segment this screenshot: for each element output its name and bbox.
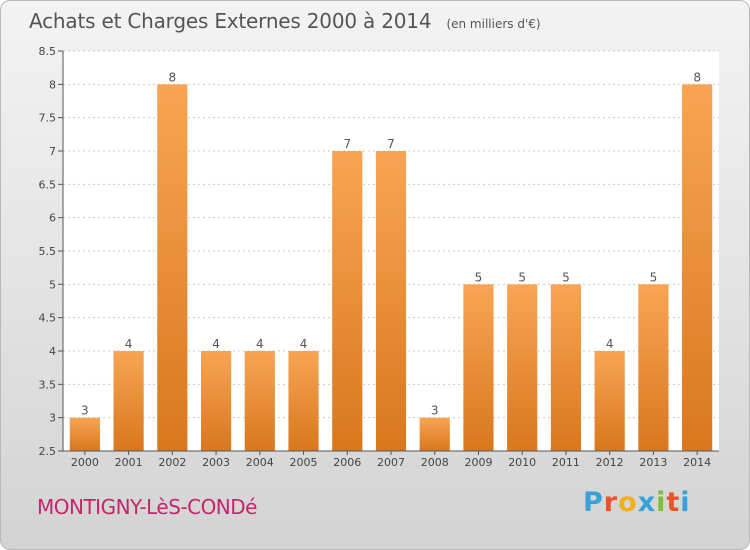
bar: [550, 284, 582, 451]
y-tick-label: 6: [49, 212, 56, 225]
bar-value-label: 5: [518, 270, 526, 284]
bar-value-label: 4: [606, 337, 614, 351]
brand-letter: P: [583, 487, 604, 518]
brand-letter: o: [618, 487, 638, 518]
x-tick-label: 2011: [552, 456, 580, 469]
y-tick-label: 3: [49, 412, 56, 425]
bar-value-label: 5: [475, 270, 483, 284]
proxiti-logo: Proxiti: [583, 487, 691, 518]
chart-title: Achats et Charges Externes 2000 à 2014: [29, 9, 432, 33]
x-tick-label: 2009: [464, 456, 492, 469]
bar: [69, 417, 100, 451]
y-tick-label: 7.5: [39, 112, 57, 125]
bar: [244, 351, 275, 451]
brand-letter: i: [680, 487, 691, 518]
bar-value-label: 5: [562, 270, 570, 284]
bar: [419, 417, 450, 451]
bar-value-label: 4: [212, 337, 220, 351]
x-tick-label: 2004: [246, 456, 274, 469]
x-tick-label: 2003: [202, 456, 230, 469]
bar-value-label: 4: [125, 337, 133, 351]
x-tick-label: 2000: [71, 456, 99, 469]
x-tick-label: 2001: [115, 456, 143, 469]
y-tick-label: 5: [49, 278, 56, 291]
x-tick-label: 2006: [333, 456, 361, 469]
bar: [288, 351, 319, 451]
y-tick-label: 6.5: [39, 178, 57, 191]
commune-name: MONTIGNY-LèS-CONDé: [37, 495, 257, 519]
bar-value-label: 8: [693, 70, 701, 84]
x-tick-label: 2005: [290, 456, 318, 469]
brand-letter: r: [603, 487, 619, 518]
bar: [200, 351, 232, 451]
bar-value-label: 3: [431, 404, 439, 418]
y-tick-label: 4.5: [39, 312, 57, 325]
x-tick-label: 2002: [158, 456, 186, 469]
bar-value-label: 4: [300, 337, 308, 351]
bar: [157, 84, 188, 451]
bar: [594, 351, 625, 451]
y-tick-label: 8.5: [39, 45, 57, 58]
title-row: Achats et Charges Externes 2000 à 2014 (…: [29, 9, 541, 33]
x-tick-label: 2010: [508, 456, 536, 469]
x-tick-label: 2007: [377, 456, 405, 469]
y-tick-label: 7: [49, 145, 56, 158]
bar-value-label: 7: [387, 137, 395, 151]
bar-value-label: 7: [343, 137, 351, 151]
x-axis: 2000 2001 2002 2003 2004 2005 2006 2007 2008 2009…: [63, 450, 719, 469]
bar: [375, 151, 407, 451]
brand-letter: i: [656, 487, 667, 518]
bar: [332, 151, 363, 451]
y-axis: 2.5 3 3.5 4 4.5 5 5.5 6 6.5 7 7.5 8 8.5: [39, 45, 64, 458]
bar-value-label: 4: [256, 337, 264, 351]
brand-letter: x: [637, 487, 657, 518]
y-tick-label: 8: [49, 78, 56, 91]
bar-value-label: 8: [169, 70, 177, 84]
brand-letter: t: [666, 487, 681, 518]
bar-value-label: 5: [650, 270, 658, 284]
bar: [507, 284, 538, 451]
x-tick-label: 2008: [421, 456, 449, 469]
y-tick-label: 3.5: [39, 378, 57, 391]
x-tick-label: 2013: [639, 456, 667, 469]
bar: [682, 84, 713, 451]
y-tick-label: 2.5: [39, 445, 57, 458]
x-tick-label: 2012: [596, 456, 624, 469]
data-labels: 3 4 8 4 4 4 7 7 3 5 5 5 4 5 8: [81, 70, 701, 417]
chart-unit: (en milliers d'€): [446, 17, 541, 31]
bar: [463, 284, 494, 451]
bar-value-label: 3: [81, 404, 89, 418]
bar: [638, 284, 669, 451]
y-tick-label: 4: [49, 345, 56, 358]
x-tick-label: 2014: [683, 456, 711, 469]
bars: [69, 84, 713, 451]
bar: [113, 351, 144, 451]
y-tick-label: 5.5: [39, 245, 57, 258]
